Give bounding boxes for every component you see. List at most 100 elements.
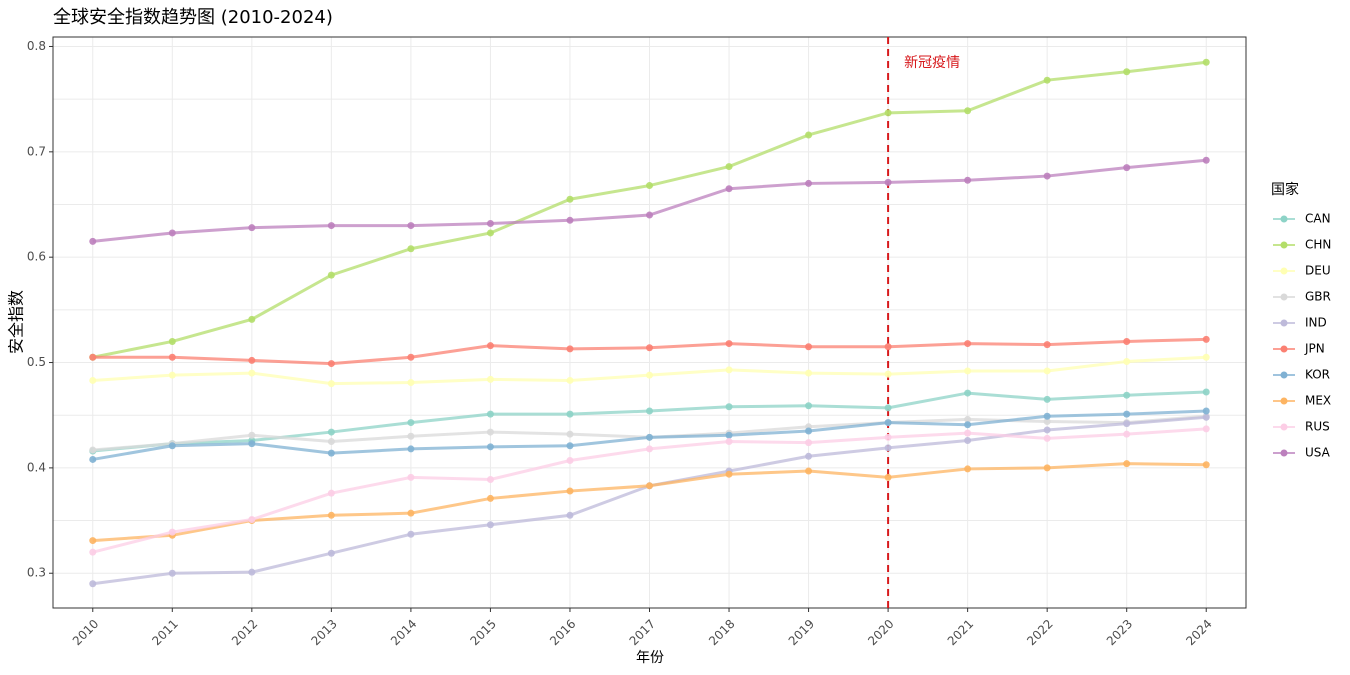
legend-label: JPN — [1304, 342, 1325, 356]
data-point — [1043, 341, 1051, 349]
data-point — [1123, 430, 1131, 438]
legend-item: USA — [1273, 446, 1331, 460]
data-point — [407, 509, 415, 517]
legend-marker — [1280, 449, 1288, 457]
data-point — [486, 443, 494, 451]
data-point — [566, 195, 574, 203]
data-point — [805, 402, 813, 410]
data-point — [1043, 418, 1051, 426]
legend-label: DEU — [1305, 264, 1331, 278]
data-point — [168, 229, 176, 237]
data-point — [1202, 425, 1210, 433]
data-point — [566, 345, 574, 353]
legend-marker — [1280, 371, 1288, 379]
data-point — [964, 415, 972, 423]
data-point — [248, 369, 256, 377]
x-tick-label: 2019 — [786, 617, 817, 648]
data-point — [248, 440, 256, 448]
data-point — [1123, 68, 1131, 76]
y-tick-label: 0.4 — [27, 460, 46, 474]
data-point — [486, 229, 494, 237]
legend-marker — [1280, 423, 1288, 431]
data-point — [725, 470, 733, 478]
data-point — [646, 211, 653, 219]
data-point — [407, 445, 415, 453]
legend-label: USA — [1305, 446, 1331, 460]
data-point — [964, 107, 972, 115]
data-point — [1043, 426, 1051, 434]
data-point — [327, 271, 335, 279]
data-point — [884, 343, 892, 351]
legend-marker — [1280, 319, 1288, 327]
x-axis-label: 年份 — [636, 650, 664, 666]
data-point — [89, 537, 97, 545]
annotation: 新冠疫情 — [904, 55, 960, 71]
data-point — [725, 431, 733, 439]
data-point — [89, 353, 97, 361]
legend-title: 国家 — [1271, 181, 1299, 198]
legend-label: MEX — [1305, 394, 1331, 408]
data-point — [327, 380, 335, 388]
data-point — [407, 473, 415, 481]
data-point — [964, 176, 972, 184]
data-point — [486, 475, 494, 483]
data-point — [884, 473, 892, 481]
data-point — [884, 370, 892, 378]
data-point — [1123, 460, 1131, 468]
data-point — [486, 375, 494, 383]
legend-item: JPN — [1273, 342, 1325, 356]
data-point — [805, 439, 813, 447]
data-point — [168, 353, 176, 361]
data-point — [646, 482, 653, 490]
data-point — [486, 521, 494, 529]
data-point — [646, 182, 653, 190]
data-point — [407, 222, 415, 230]
y-tick-label: 0.8 — [27, 39, 46, 53]
data-point — [1202, 58, 1210, 66]
data-point — [486, 410, 494, 418]
data-point — [964, 465, 972, 473]
data-point — [1043, 395, 1051, 403]
data-point — [725, 163, 733, 171]
data-point — [168, 442, 176, 450]
data-point — [1043, 172, 1051, 180]
data-point — [566, 511, 574, 519]
data-point — [89, 376, 97, 384]
data-point — [646, 445, 653, 453]
x-tick-label: 2013 — [308, 617, 339, 648]
data-point — [1202, 353, 1210, 361]
plot-border — [52, 36, 1247, 609]
data-point — [327, 438, 335, 446]
legend-marker — [1280, 215, 1288, 223]
legend-item: IND — [1273, 316, 1327, 330]
data-point — [805, 467, 813, 475]
data-point — [1202, 156, 1210, 164]
legend-label: IND — [1305, 316, 1327, 330]
data-point — [646, 433, 653, 441]
legend-item: MEX — [1273, 394, 1331, 408]
data-point — [327, 489, 335, 497]
data-point — [1123, 410, 1131, 418]
data-point — [646, 407, 653, 415]
data-point — [407, 530, 415, 538]
data-point — [248, 315, 256, 323]
x-tick-label: 2011 — [149, 617, 180, 648]
data-point — [327, 511, 335, 519]
legend-item: CHN — [1273, 238, 1331, 252]
legend-label: KOR — [1305, 368, 1330, 382]
data-point — [725, 185, 733, 193]
x-tick-label: 2015 — [468, 617, 499, 648]
data-point — [964, 389, 972, 397]
data-point — [1043, 434, 1051, 442]
legend-item: RUS — [1273, 420, 1330, 434]
data-point — [884, 109, 892, 117]
data-point — [805, 343, 813, 351]
legend-item: CAN — [1273, 212, 1331, 226]
data-point — [89, 446, 97, 454]
x-tick-label: 2022 — [1024, 617, 1055, 648]
data-point — [407, 419, 415, 427]
data-point — [89, 548, 97, 556]
data-point — [248, 224, 256, 232]
data-point — [884, 433, 892, 441]
data-point — [89, 580, 97, 588]
